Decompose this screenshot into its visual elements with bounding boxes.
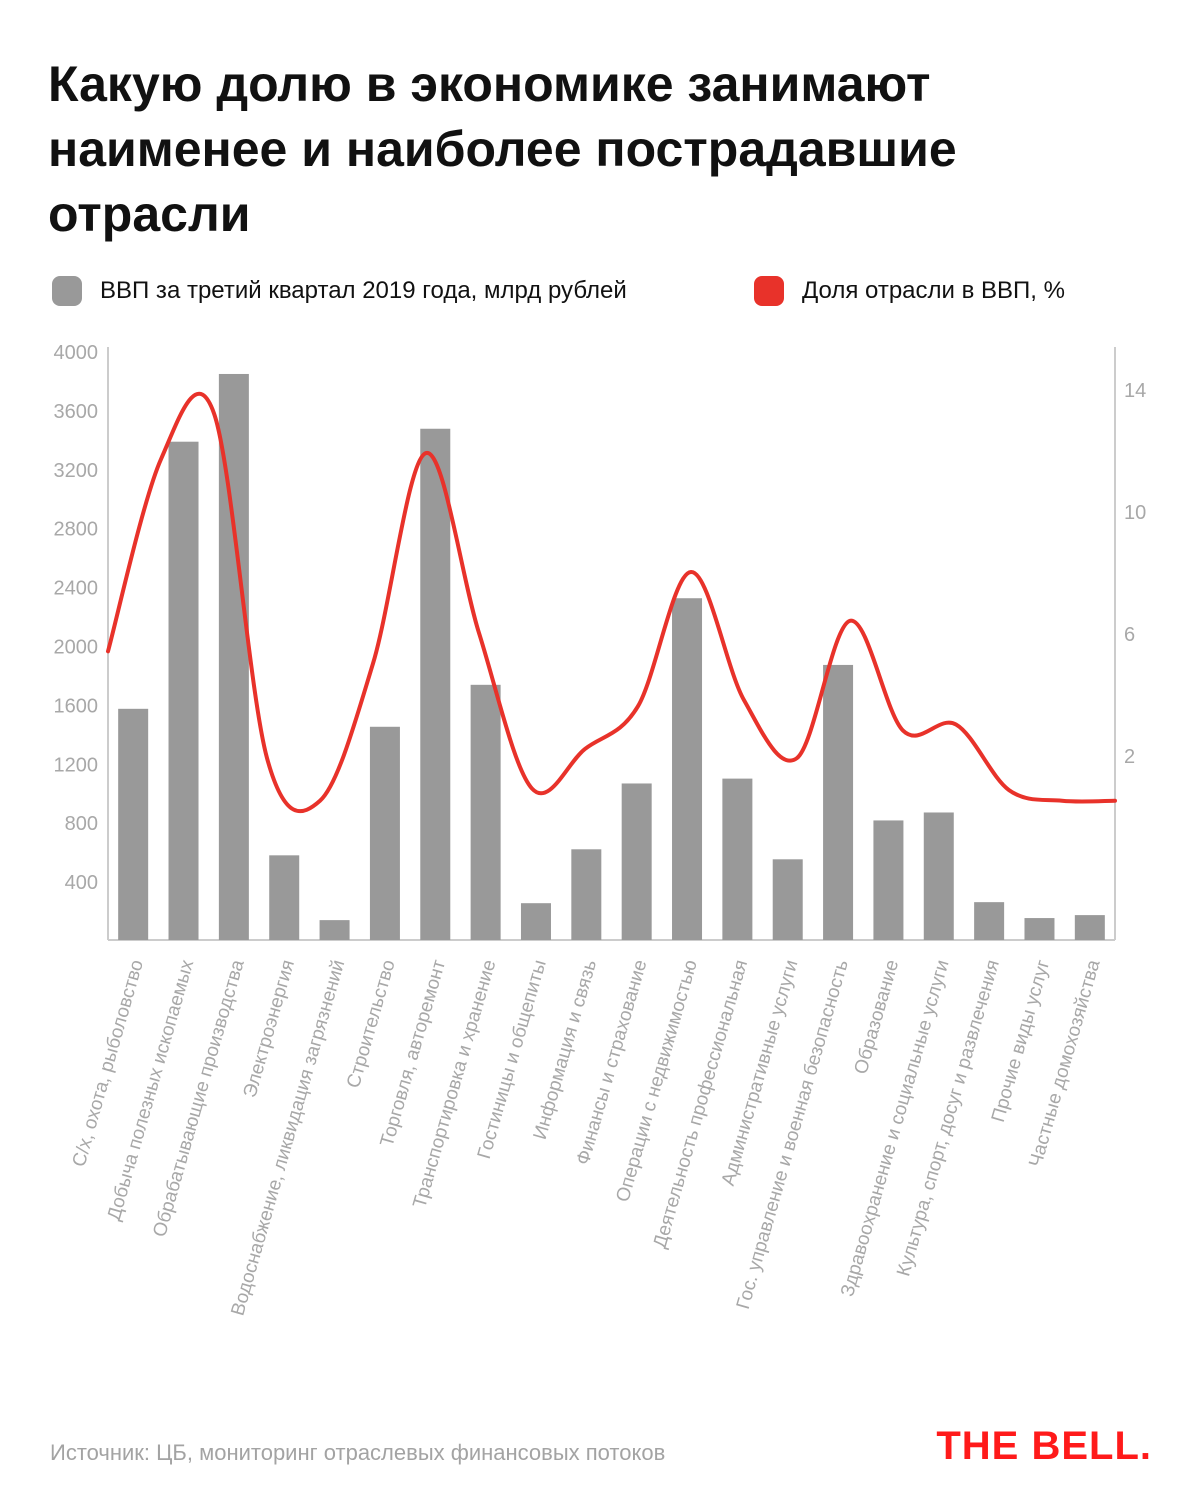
bar: [621, 783, 652, 940]
left-tick-label: 2800: [54, 519, 99, 541]
category-label: Образование: [851, 958, 904, 1077]
bar: [369, 726, 400, 940]
legend-swatch-red: [754, 276, 784, 306]
right-tick-label: 2: [1124, 746, 1135, 768]
legend-item-share: Доля отрасли в ВВП, %: [754, 276, 1065, 306]
right-tick-label: 10: [1124, 502, 1146, 524]
category-label: Деятельность профессиональная: [650, 958, 753, 1251]
bar: [118, 708, 149, 940]
bar: [873, 820, 904, 940]
left-tick-label: 4000: [54, 342, 99, 364]
bar: [571, 849, 602, 940]
category-label: Водоснабжение, ликвидация загрязнений: [227, 958, 349, 1318]
bar: [923, 812, 954, 940]
source-note: Источник: ЦБ, мониторинг отраслевых фина…: [50, 1440, 666, 1465]
category-label: Обрабатывающие производства: [149, 957, 248, 1239]
left-tick-label: 3600: [54, 401, 99, 423]
bar: [672, 598, 703, 940]
category-label: Электроэнергия: [240, 958, 299, 1100]
left-tick-label: 400: [65, 872, 98, 894]
legend-item-gdp: ВВП за третий квартал 2019 года, млрд ру…: [52, 276, 627, 306]
bar: [269, 855, 300, 940]
left-tick-label: 1200: [54, 754, 99, 776]
legend-label-share: Доля отрасли в ВВП, %: [802, 277, 1065, 304]
bar: [420, 428, 451, 940]
left-tick-label: 3200: [54, 460, 99, 482]
left-tick-label: 1600: [54, 695, 99, 717]
chart-title: Какую долю в экономике занимают наименее…: [48, 56, 957, 242]
legend-swatch-gray: [52, 276, 82, 306]
category-label: Строительство: [343, 958, 400, 1091]
left-tick-label: 800: [65, 813, 98, 835]
bar: [319, 920, 350, 940]
right-tick-label: 14: [1124, 380, 1146, 402]
right-tick-label: 6: [1124, 624, 1135, 646]
left-tick-label: 2000: [54, 637, 99, 659]
bar: [974, 902, 1005, 940]
bar: [772, 859, 803, 940]
left-tick-label: 2400: [54, 578, 99, 600]
legend-label-gdp: ВВП за третий квартал 2019 года, млрд ру…: [100, 277, 627, 304]
bar: [1074, 915, 1105, 940]
bar: [470, 684, 501, 940]
the-bell-logo: THE BELL.: [936, 1424, 1152, 1468]
bar: [823, 664, 854, 940]
chart: 400 800 1200 1600 2000 2400 2800 3200 3600 4000 2 6…: [54, 342, 1147, 1318]
bar: [168, 441, 199, 940]
bar: [1024, 918, 1055, 940]
share-line: [106, 391, 1117, 814]
bar: [520, 903, 551, 940]
legend: ВВП за третий квартал 2019 года, млрд ру…: [52, 276, 1160, 306]
bar: [722, 778, 753, 940]
